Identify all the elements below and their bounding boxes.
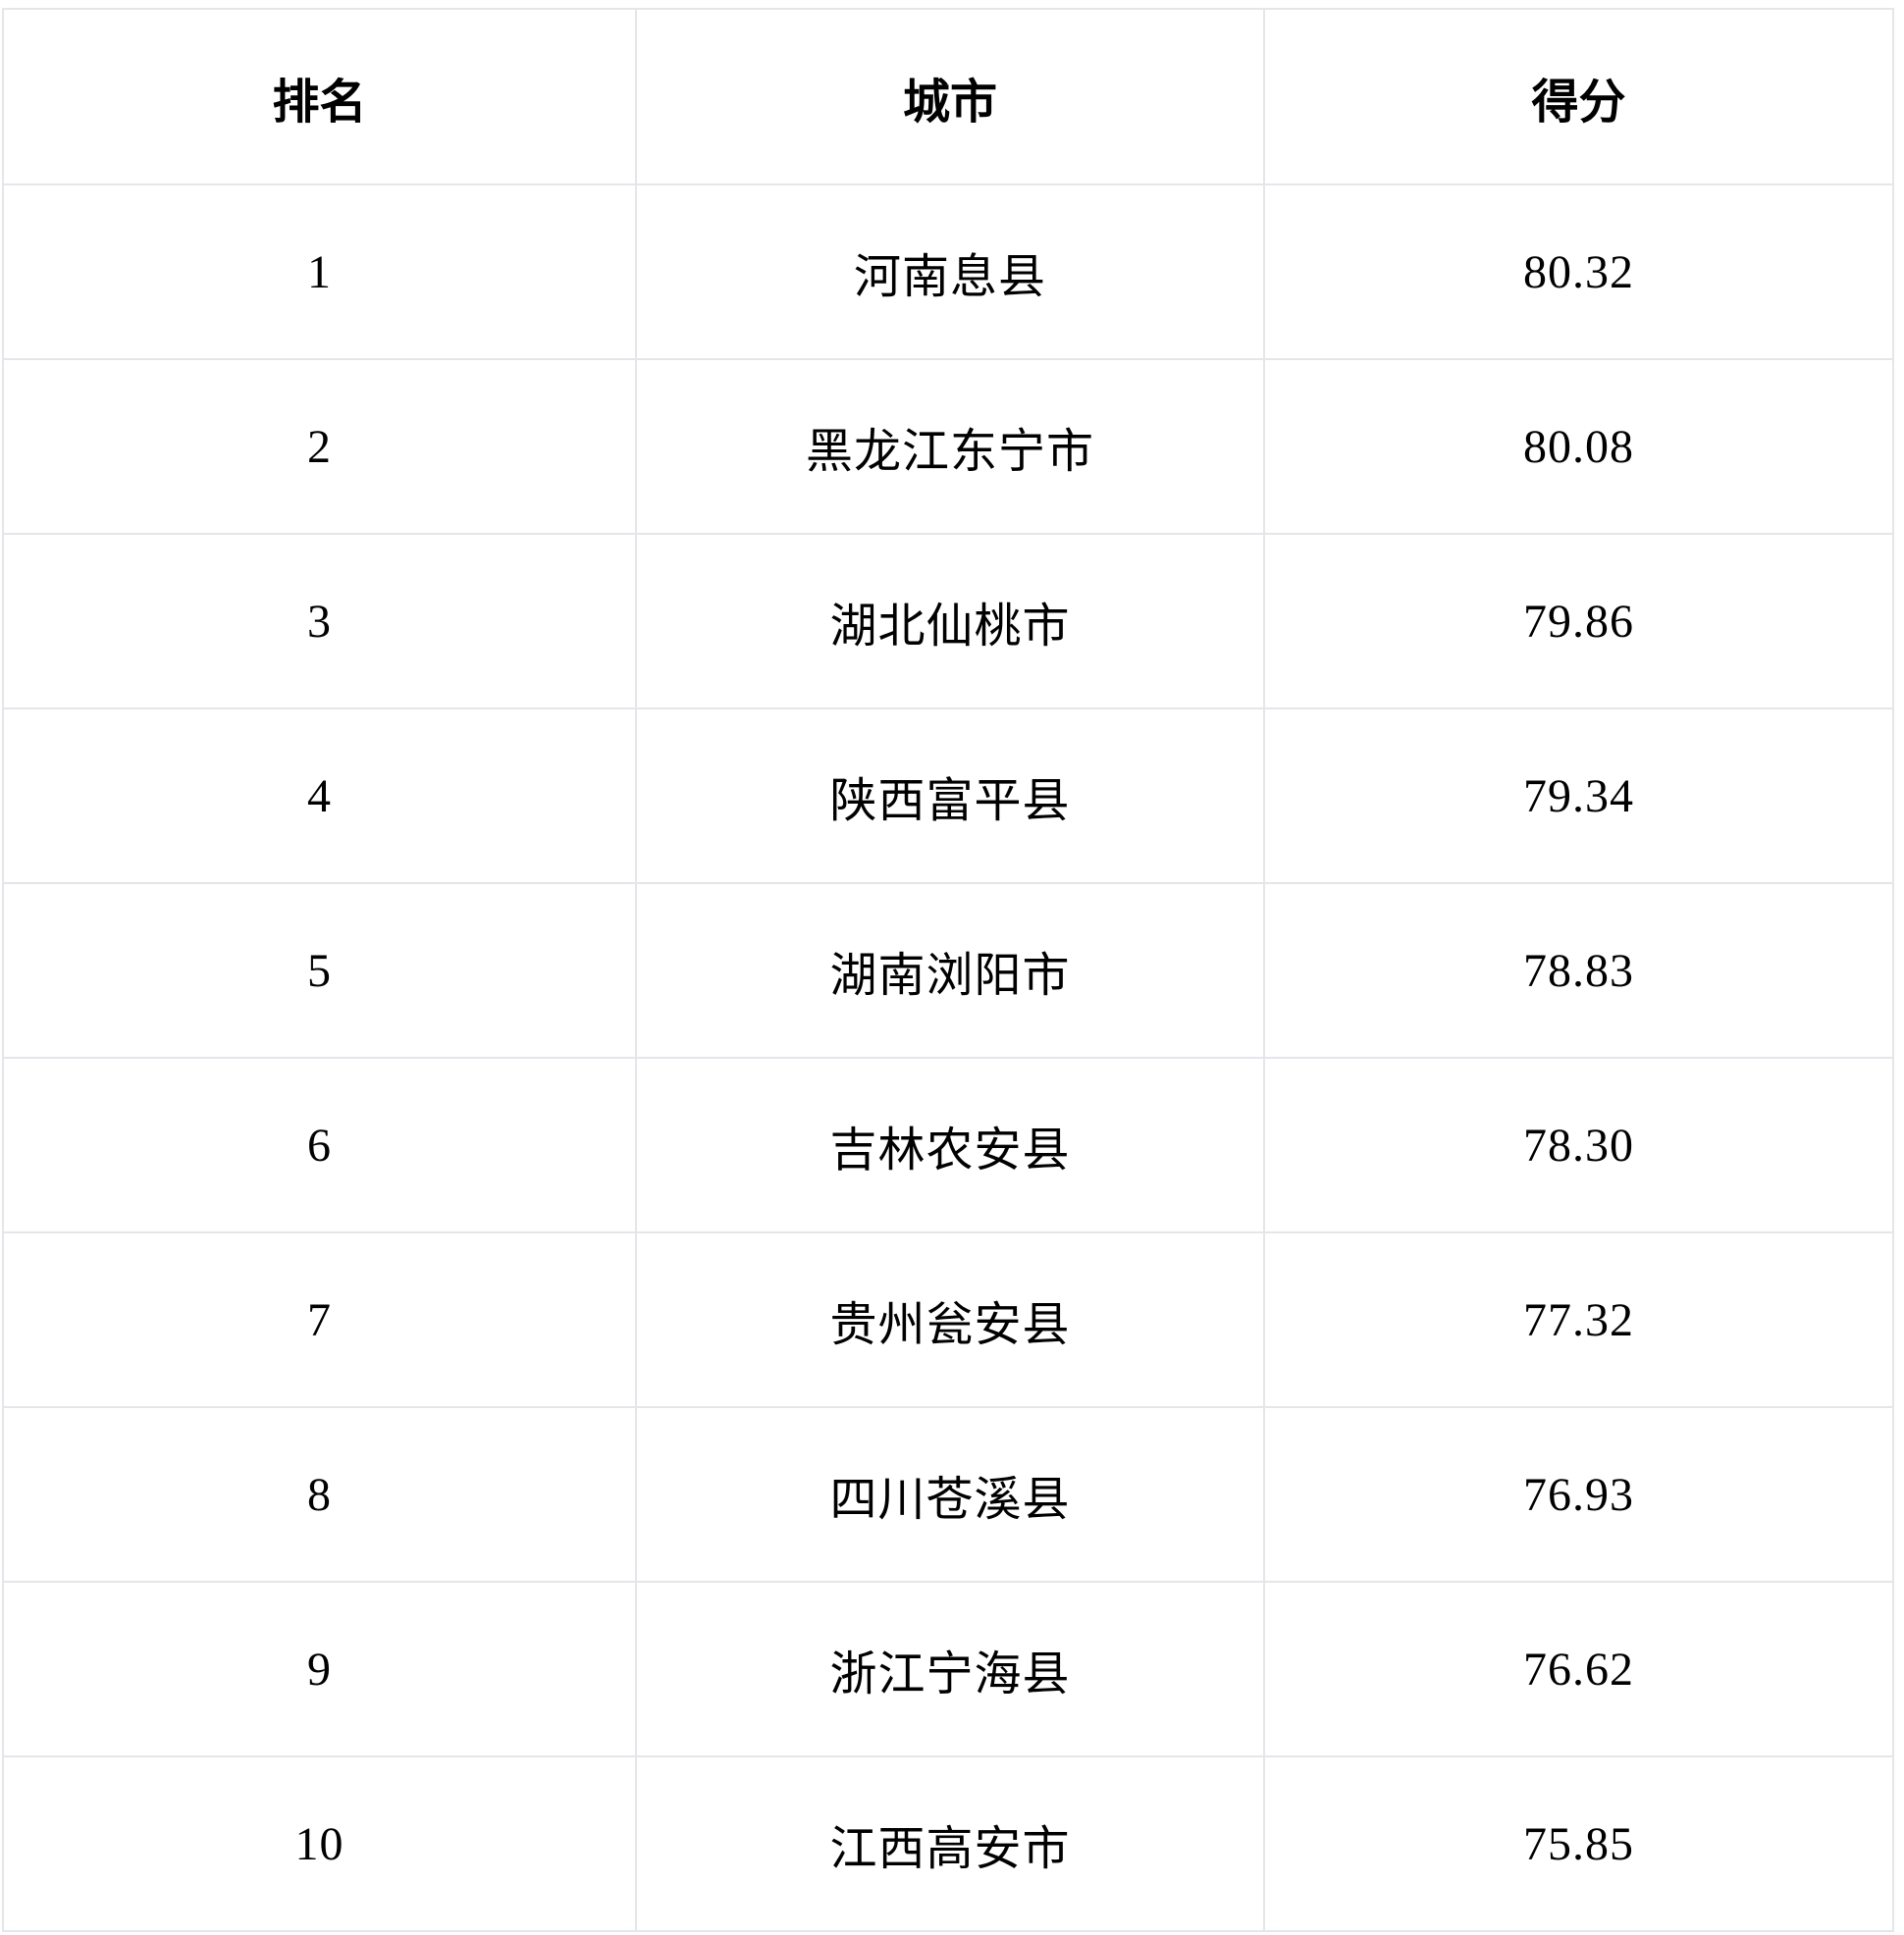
city-ranking-table: 排名 城市 得分 1 河南息县 80.32 2 黑龙江东宁市 80.08 3 湖… xyxy=(2,8,1894,1932)
city-cell: 黑龙江东宁市 xyxy=(635,358,1265,535)
rank-cell: 6 xyxy=(2,1057,637,1233)
city-cell: 河南息县 xyxy=(635,183,1265,360)
city-cell: 浙江宁海县 xyxy=(635,1581,1265,1757)
city-cell: 湖北仙桃市 xyxy=(635,533,1265,709)
table-row: 8 四川苍溪县 76.93 xyxy=(2,1406,1894,1583)
rank-cell: 1 xyxy=(2,183,637,360)
rank-cell: 7 xyxy=(2,1231,637,1408)
rank-cell: 10 xyxy=(2,1755,637,1932)
table-row: 6 吉林农安县 78.30 xyxy=(2,1057,1894,1233)
table-row: 4 陕西富平县 79.34 xyxy=(2,707,1894,884)
score-cell: 78.30 xyxy=(1263,1057,1894,1233)
header-score: 得分 xyxy=(1263,8,1894,185)
table-row: 7 贵州瓮安县 77.32 xyxy=(2,1231,1894,1408)
table-row: 2 黑龙江东宁市 80.08 xyxy=(2,358,1894,535)
rank-cell: 8 xyxy=(2,1406,637,1583)
city-cell: 湖南浏阳市 xyxy=(635,882,1265,1059)
city-cell: 贵州瓮安县 xyxy=(635,1231,1265,1408)
rank-cell: 2 xyxy=(2,358,637,535)
score-cell: 79.86 xyxy=(1263,533,1894,709)
rank-cell: 9 xyxy=(2,1581,637,1757)
score-cell: 76.93 xyxy=(1263,1406,1894,1583)
table-row: 1 河南息县 80.32 xyxy=(2,183,1894,360)
rank-cell: 4 xyxy=(2,707,637,884)
header-city: 城市 xyxy=(635,8,1265,185)
table-row: 3 湖北仙桃市 79.86 xyxy=(2,533,1894,709)
rank-cell: 5 xyxy=(2,882,637,1059)
city-cell: 四川苍溪县 xyxy=(635,1406,1265,1583)
score-cell: 76.62 xyxy=(1263,1581,1894,1757)
header-rank: 排名 xyxy=(2,8,637,185)
city-cell: 陕西富平县 xyxy=(635,707,1265,884)
score-cell: 79.34 xyxy=(1263,707,1894,884)
score-cell: 80.32 xyxy=(1263,183,1894,360)
city-cell: 吉林农安县 xyxy=(635,1057,1265,1233)
score-cell: 78.83 xyxy=(1263,882,1894,1059)
header-row: 排名 城市 得分 xyxy=(2,8,1894,185)
rank-cell: 3 xyxy=(2,533,637,709)
score-cell: 77.32 xyxy=(1263,1231,1894,1408)
score-cell: 80.08 xyxy=(1263,358,1894,535)
score-cell: 75.85 xyxy=(1263,1755,1894,1932)
city-cell: 江西高安市 xyxy=(635,1755,1265,1932)
table-row: 10 江西高安市 75.85 xyxy=(2,1755,1894,1932)
table-row: 5 湖南浏阳市 78.83 xyxy=(2,882,1894,1059)
table-row: 9 浙江宁海县 76.62 xyxy=(2,1581,1894,1757)
